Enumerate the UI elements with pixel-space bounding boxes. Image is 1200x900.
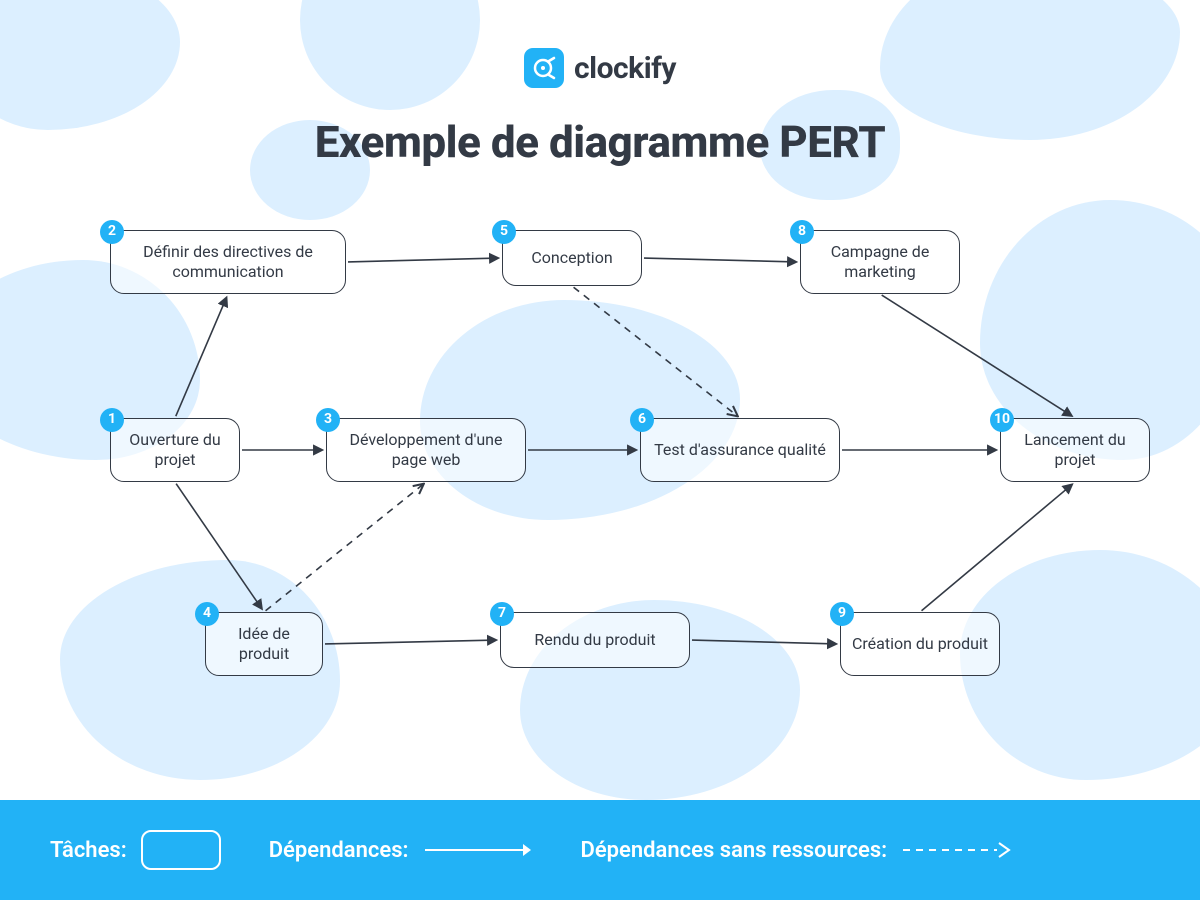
pert-node-1: 1Ouverture du projet [110,418,240,482]
legend: Tâches: Dépendances: Dépendances sans re… [0,800,1200,900]
node-badge: 8 [790,220,814,244]
page-title: Exemple de diagramme PERT [0,116,1200,168]
legend-tasks-label: Tâches: [50,838,127,863]
pert-node-6: 6Test d'assurance qualité [640,418,840,482]
pert-node-2: 2Définir des directives de communication [110,230,346,294]
legend-deps-noresource-label: Dépendances sans ressources: [581,838,888,863]
node-label: Test d'assurance qualité [654,440,826,460]
node-badge: 3 [316,408,340,432]
legend-deps-label: Dépendances: [269,838,409,863]
node-badge: 5 [492,220,516,244]
legend-dashed-arrow-icon [901,840,1011,860]
node-label: Rendu du produit [534,630,655,650]
node-badge: 2 [100,220,124,244]
pert-node-4: 4Idée de produit [205,612,323,676]
node-label: Idée de produit [216,624,312,664]
node-label: Création du produit [852,634,988,654]
pert-node-10: 10Lancement du projet [1000,418,1150,482]
node-label: Campagne de marketing [811,242,949,282]
node-badge: 9 [830,602,854,626]
node-label: Ouverture du projet [121,430,229,470]
node-badge: 1 [100,408,124,432]
legend-deps: Dépendances: [269,838,533,863]
legend-tasks: Tâches: [50,830,221,870]
pert-node-9: 9Création du produit [840,612,1000,676]
logo-text: clockify [574,51,676,86]
node-label: Conception [531,248,612,268]
legend-box-icon [141,830,221,870]
header: clockify Exemple de diagramme PERT [0,0,1200,168]
logo: clockify [524,48,676,88]
node-badge: 4 [195,602,219,626]
node-badge: 6 [630,408,654,432]
pert-node-8: 8Campagne de marketing [800,230,960,294]
node-badge: 10 [990,408,1014,432]
pert-node-5: 5Conception [502,230,642,286]
node-label: Définir des directives de communication [121,242,335,282]
pert-node-3: 3Développement d'une page web [326,418,526,482]
pert-node-7: 7Rendu du produit [500,612,690,668]
node-label: Développement d'une page web [337,430,515,470]
node-label: Lancement du projet [1011,430,1139,470]
legend-deps-noresource: Dépendances sans ressources: [581,838,1012,863]
node-badge: 7 [490,602,514,626]
legend-arrow-icon [423,840,533,860]
clockify-icon [524,48,564,88]
